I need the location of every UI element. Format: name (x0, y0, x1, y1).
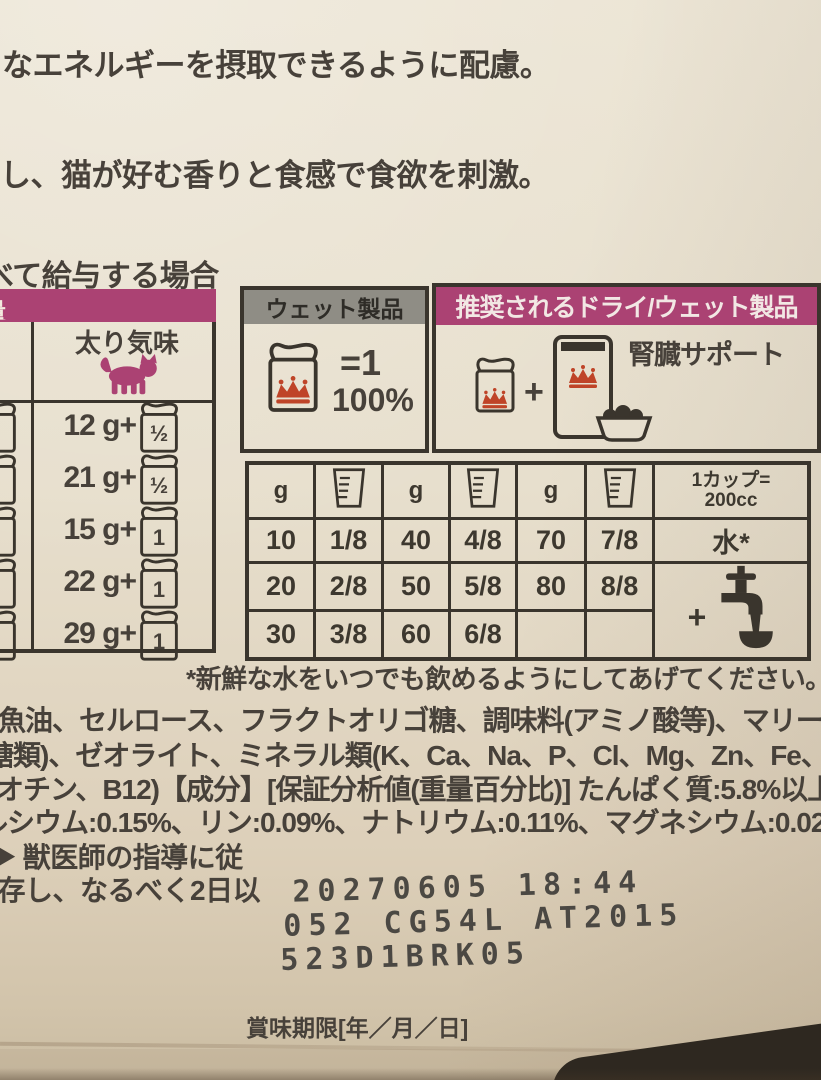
product-name-kidney-support: 腎臓サポート (628, 340, 785, 370)
food-bowl-icon (594, 405, 654, 448)
feeding-section-heading: べて給与する場合 (0, 260, 219, 293)
clipped-can-icon (0, 503, 20, 564)
can-count-icon: ½ (136, 399, 182, 460)
measuring-cup-icon (448, 461, 518, 520)
can-count-label: ½ (149, 421, 169, 446)
wet-feeding-table: 量 太り気味 12 g+ ½ (0, 289, 216, 661)
water-faucet-cell: + (652, 561, 811, 661)
table-frame (0, 322, 216, 653)
table-row: 10 1/8 40 4/8 70 7/8 水* (245, 517, 811, 564)
table-header-row: g g g 1カップ= 200cc (245, 461, 811, 520)
plus-sign: + (687, 599, 707, 635)
cups-value: 3/8 (313, 608, 384, 661)
table-header-bar: 量 (0, 289, 216, 322)
grams-value: 80 (515, 561, 587, 612)
cups-value: 5/8 (448, 561, 518, 612)
water-faucet-icon (708, 564, 774, 657)
wet-amount: 29 g+ (63, 617, 137, 650)
can-count-label: ½ (149, 473, 169, 498)
ingredients-line: 魚油、セルロース、フラクトオリゴ糖、調味料(アミノ酸等)、マリーゴールドエ (0, 705, 821, 736)
cups-value: 6/8 (448, 608, 518, 661)
vet-guidance-line: ▶ 獣医師の指導に従 (0, 836, 243, 876)
column-header-overweight: 太り気味 (74, 328, 179, 358)
clipped-parenthesis: ） (0, 900, 18, 940)
feeding-row: 12 g+ ½ (0, 401, 216, 453)
feeding-row: 22 g+ 1 (0, 557, 216, 609)
clipped-can-icon (0, 399, 20, 460)
clipped-can-icon (0, 607, 20, 668)
grams-value: 30 (245, 608, 316, 661)
wet-amount: 21 g+ (63, 461, 137, 494)
grams-value: 10 (245, 517, 316, 564)
wet-can-icon (264, 338, 322, 419)
clipped-can-icon (0, 555, 20, 616)
wet-product-key-box: ウェット製品 =1 100% (240, 286, 429, 453)
can-count-label: 1 (152, 577, 166, 602)
can-count-icon: ½ (136, 451, 182, 512)
measuring-cup-icon (313, 461, 384, 520)
gram-header: g (245, 461, 316, 520)
can-count-icon: 1 (136, 555, 182, 616)
table-row: 30 3/8 60 6/8 (245, 608, 809, 661)
clipped-header-char: 量 (0, 292, 13, 320)
table-row: 20 2/8 50 5/8 80 8/8 + (245, 561, 811, 661)
wet-can-icon (472, 353, 518, 420)
can-count-label: 1 (152, 525, 166, 550)
recommended-products-box: 推奨されるドライ/ウェット製品 + (432, 283, 821, 453)
wet-amount: 22 g+ (63, 565, 137, 598)
ingredients-line: 糖類)、ゼオライト、ミネラル類(K、Ca、Na、P、Cl、Mg、Zn、Fe、Cu… (0, 740, 821, 771)
vet-guidance-text: 獣医師の指導に従 (22, 842, 244, 873)
can-count-icon: 1 (136, 607, 182, 668)
clipped-can-icon (0, 451, 20, 512)
cup-note-line2: 200cc (704, 490, 758, 511)
feeding-row: 29 g+ 1 (0, 609, 216, 661)
cups-value: 4/8 (448, 517, 518, 564)
recommended-products-title: 推奨されるドライ/ウェット製品 (436, 287, 817, 325)
cups-value: 8/8 (584, 561, 655, 612)
grams-value: 60 (381, 608, 451, 661)
cup-note-line1: 1カップ= (691, 470, 771, 491)
feeding-row: 15 g+ 1 (0, 505, 216, 557)
wet-amount: 12 g+ (63, 409, 137, 442)
gram-header: g (515, 461, 587, 520)
measuring-cup-icon (584, 461, 655, 520)
cups-value: 2/8 (313, 561, 384, 612)
printed-date-stamp: 20270605 18:44 052 CG54L AT2015 523D1BRK… (278, 865, 686, 978)
table-horizontal-divider (0, 400, 216, 403)
grams-value: 70 (515, 517, 587, 564)
table-vertical-divider (31, 322, 34, 653)
grams-value: 20 (245, 561, 316, 612)
cup-volume-note: 1カップ= 200cc (652, 461, 811, 520)
grams-value: 40 (381, 517, 451, 564)
cat-silhouette-icon (98, 353, 160, 404)
gram-header: g (381, 461, 451, 520)
ingredients-line: オチン、B12)【成分】[保証分析値(重量百分比)] たんぱく質:5.8%以上、… (0, 774, 821, 805)
grams-value: 50 (381, 561, 451, 612)
cups-value: 7/8 (584, 517, 655, 564)
wet-amount: 15 g+ (63, 513, 137, 546)
empty-cell (584, 608, 655, 661)
can-count-label: 1 (152, 629, 166, 654)
empty-cell (515, 608, 587, 661)
expiry-date-label: 賞味期限[年／月／日] (246, 1015, 469, 1041)
plus-sign: + (524, 373, 544, 411)
benefit-text-palatability: し、猫が好む香りと食感で食欲を刺激。 (0, 158, 550, 193)
ingredients-line: ルシウム:0.15%、リン:0.09%、ナトリウム:0.11%、マグネシウム:0… (0, 807, 821, 838)
equals-one-label: =1 (340, 342, 382, 383)
feeding-row: 21 g+ ½ (0, 453, 216, 505)
water-label: 水* (652, 517, 811, 564)
benefit-text-energy: なエネルギーを摂取できるように配慮。 (2, 48, 551, 83)
hundred-percent-label: 100% (332, 382, 414, 418)
dry-food-bag-icon (552, 329, 614, 446)
dry-feeding-conversion-table: g g g 1カップ= 200cc 10 1/8 40 4/8 70 7/8 水*… (245, 461, 811, 661)
wet-product-key-title: ウェット製品 (244, 290, 425, 324)
cups-value: 1/8 (313, 517, 384, 564)
fresh-water-footnote: *新鮮な水をいつでも飲めるようにしてあげてください。 (186, 664, 821, 694)
arrow-bullet-icon: ▶ (0, 842, 16, 873)
corner-shadow (548, 1009, 821, 1080)
storage-guidance-line: 保存し、なるべく2日以 (0, 875, 261, 906)
can-count-icon: 1 (136, 503, 182, 564)
